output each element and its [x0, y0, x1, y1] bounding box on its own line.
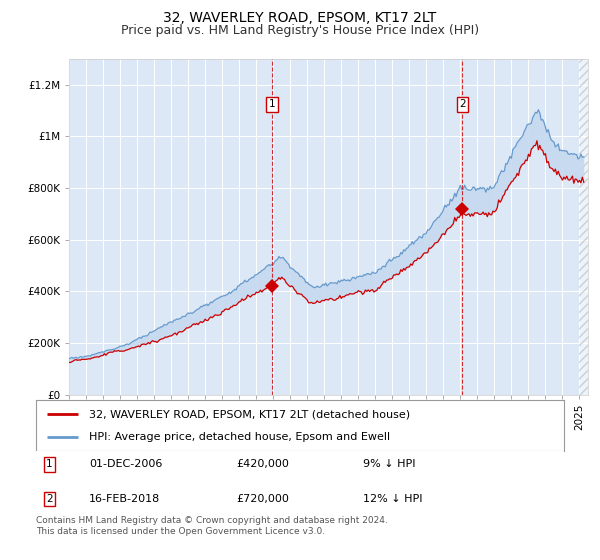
Text: 1: 1 — [46, 459, 53, 469]
Text: 01-DEC-2006: 01-DEC-2006 — [89, 459, 162, 469]
Text: Price paid vs. HM Land Registry's House Price Index (HPI): Price paid vs. HM Land Registry's House … — [121, 24, 479, 36]
Text: £720,000: £720,000 — [236, 494, 290, 504]
Text: 16-FEB-2018: 16-FEB-2018 — [89, 494, 160, 504]
Text: 32, WAVERLEY ROAD, EPSOM, KT17 2LT: 32, WAVERLEY ROAD, EPSOM, KT17 2LT — [163, 11, 437, 25]
Text: 1: 1 — [269, 99, 275, 109]
Text: 2: 2 — [46, 494, 53, 504]
Text: 2: 2 — [459, 99, 466, 109]
Text: £420,000: £420,000 — [236, 459, 290, 469]
Text: 12% ↓ HPI: 12% ↓ HPI — [364, 494, 423, 504]
Text: HPI: Average price, detached house, Epsom and Ewell: HPI: Average price, detached house, Epso… — [89, 432, 390, 442]
Text: 9% ↓ HPI: 9% ↓ HPI — [364, 459, 416, 469]
Text: 32, WAVERLEY ROAD, EPSOM, KT17 2LT (detached house): 32, WAVERLEY ROAD, EPSOM, KT17 2LT (deta… — [89, 409, 410, 419]
Text: Contains HM Land Registry data © Crown copyright and database right 2024.
This d: Contains HM Land Registry data © Crown c… — [36, 516, 388, 536]
